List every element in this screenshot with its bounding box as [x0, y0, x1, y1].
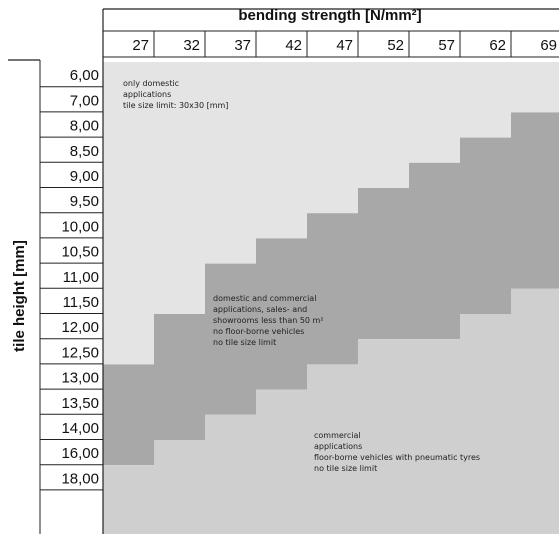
zone-cell-commercial-42	[256, 389, 307, 534]
zone-cell-domestic-commercial-52	[358, 188, 409, 340]
zone-cell-domestic-37	[205, 62, 256, 264]
x-tick-label: 57	[438, 37, 455, 54]
y-tick-label: 16,00	[61, 445, 99, 462]
zone-cell-domestic-commercial-62	[460, 137, 511, 314]
zone-label-domestic-commercial: domestic and commercial applications, sal…	[213, 294, 324, 347]
zone-cell-domestic-commercial-37	[205, 263, 256, 415]
zone-cell-domestic-57	[409, 62, 460, 163]
y-axis-title: tile height [mm]	[11, 240, 28, 352]
x-tick-label: 32	[183, 37, 200, 54]
zone-cell-domestic-52	[358, 62, 409, 188]
x-tick-label: 69	[540, 37, 557, 54]
y-tick-label: 13,00	[61, 370, 99, 387]
y-tick-label: 13,50	[61, 395, 99, 412]
y-tick-label: 6,00	[70, 67, 99, 84]
y-tick-label: 11,00	[63, 269, 99, 286]
y-tick-label: 14,00	[61, 420, 99, 437]
zone-cell-commercial-62	[460, 314, 511, 534]
zone-cell-domestic-commercial-27	[103, 364, 154, 466]
y-tick-label: 8,50	[70, 143, 99, 160]
y-tick-label: 12,50	[61, 344, 99, 361]
ticks-layer: 27 32 37 42 47 52 57 62 69 6,00 7,00 8,00 8,50 9,00 9,…	[61, 37, 557, 487]
y-tick-label: 11,50	[63, 294, 99, 311]
x-tick-label: 42	[285, 37, 302, 54]
zone-cell-commercial-57	[409, 339, 460, 534]
zone-label-line: applications, sales- and	[213, 305, 307, 314]
x-tick-label: 52	[387, 37, 404, 54]
zone-label-line: commercial	[314, 431, 361, 440]
y-tick-label: 8,00	[70, 118, 99, 135]
y-tick-label: 9,50	[70, 193, 99, 210]
zone-label-line: applications	[123, 90, 171, 99]
x-tick-label: 62	[489, 37, 506, 54]
zone-cell-domestic-commercial-47	[307, 213, 358, 365]
titles-layer: bending strength [N/mm²] tile height [mm…	[11, 7, 422, 352]
y-tick-label: 7,00	[70, 92, 99, 109]
zone-cell-domestic-62	[460, 62, 511, 138]
y-tick-label: 10,00	[61, 218, 99, 235]
zone-label-commercial: commercial applications floor-borne vehicl…	[314, 431, 480, 473]
y-tick-label: 12,00	[61, 319, 99, 336]
x-tick-label: 47	[336, 37, 353, 54]
zone-label-line: applications	[314, 442, 362, 451]
zone-label-line: only domestic	[123, 79, 179, 88]
zone-cell-commercial-52	[358, 339, 409, 534]
zone-labels-layer: only domestic applications tile size limit…	[123, 79, 480, 473]
zone-cell-domestic-commercial-42	[256, 238, 307, 390]
zone-cell-commercial-69	[511, 288, 559, 534]
grid-layer	[8, 8, 559, 534]
y-tick-label: 10,50	[61, 244, 99, 261]
zone-cell-commercial-37	[205, 414, 256, 534]
zone-cell-domestic-47	[307, 62, 358, 214]
zone-cell-domestic-commercial-57	[409, 162, 460, 340]
y-tick-label: 18,00	[61, 470, 99, 487]
zone-cell-domestic-69	[511, 62, 559, 113]
zones-layer	[103, 62, 559, 534]
y-tick-label: 9,00	[70, 168, 99, 185]
zone-label-line: domestic and commercial	[213, 294, 316, 303]
zone-cell-domestic-32	[154, 62, 205, 314]
zone-cell-domestic-42	[256, 62, 307, 239]
zone-cell-commercial-27	[103, 465, 154, 534]
zone-cell-commercial-32	[154, 440, 205, 534]
zone-label-line: tile size limit: 30x30 [mm]	[123, 101, 228, 110]
x-tick-label: 37	[234, 37, 251, 54]
zone-cell-domestic-commercial-32	[154, 314, 205, 440]
zone-label-line: no floor-borne vehicles	[213, 327, 304, 336]
zone-label-line: no tile size limit	[213, 338, 276, 347]
zone-label-line: floor-borne vehicles with pneumatic tyre…	[314, 453, 480, 462]
zone-label-line: showrooms less than 50 m²	[213, 316, 324, 325]
zone-cell-domestic-27	[103, 62, 154, 365]
zone-cell-domestic-commercial-69	[511, 112, 559, 289]
zone-cell-commercial-47	[307, 364, 358, 534]
x-axis-title: bending strength [N/mm²]	[238, 7, 421, 24]
x-tick-label: 27	[132, 37, 149, 54]
zone-label-domestic: only domestic applications tile size limit…	[123, 79, 228, 110]
zone-label-line: no tile size limit	[314, 464, 377, 473]
